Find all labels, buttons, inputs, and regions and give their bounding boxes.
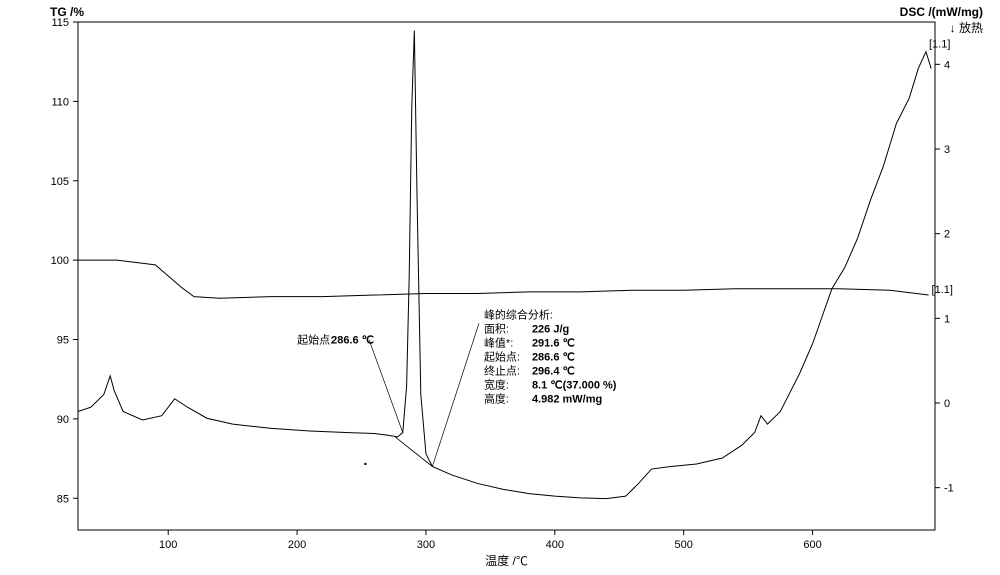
yl-tick-label: 110 — [51, 96, 69, 108]
analysis-row-label: 起始点: — [484, 349, 520, 363]
x-axis-title: 温度 /℃ — [485, 553, 528, 568]
yl-tick-label: 100 — [51, 255, 69, 267]
analysis-header: 峰的综合分析: — [484, 307, 553, 321]
tg-marker: [1.1] — [932, 284, 953, 296]
x-tick-label: 400 — [546, 539, 564, 551]
analysis-row-label: 宽度: — [484, 377, 509, 391]
left-axis-title: TG /% — [50, 5, 84, 19]
tg-line — [78, 260, 929, 298]
yr-tick-label: 2 — [944, 229, 950, 241]
analysis-row-value: 226 J/g — [532, 323, 569, 335]
yl-tick-label: 90 — [57, 414, 69, 426]
analysis-row-label: 终止点: — [484, 363, 520, 377]
analysis-row-value: 4.982 mW/mg — [532, 393, 602, 405]
dsc-marker: [1.1] — [929, 39, 950, 51]
onset-value: 286.6 ℃ — [331, 335, 374, 347]
onset-label: 起始点: — [297, 333, 333, 347]
x-tick-label: 500 — [675, 539, 693, 551]
analysis-row-value: 296.4 ℃ — [532, 365, 575, 377]
analysis-row-value: 286.6 ℃ — [532, 351, 575, 363]
analysis-row-value: 291.6 ℃ — [532, 337, 575, 349]
analysis-row-label: 面积: — [484, 322, 509, 335]
right-axis-subtitle: ↓ 放热 — [950, 20, 983, 35]
yr-tick-label: -1 — [944, 483, 954, 495]
peak-baseline — [395, 437, 432, 467]
yr-tick-label: 0 — [944, 398, 950, 410]
x-tick-label: 300 — [417, 539, 435, 551]
onset-leader — [369, 340, 403, 433]
chart-svg: 100200300400500600温度 /℃85909510010511011… — [0, 0, 1000, 575]
right-axis-title: DSC /(mW/mg) — [900, 5, 983, 19]
yr-tick-label: 1 — [944, 313, 950, 325]
x-tick-label: 100 — [159, 539, 177, 551]
yl-tick-label: 105 — [51, 176, 69, 188]
analysis-row-label: 峰值*: — [484, 336, 513, 349]
yl-tick-label: 85 — [57, 493, 69, 505]
plot-border — [78, 22, 935, 530]
tg-dsc-chart: 100200300400500600温度 /℃85909510010511011… — [0, 0, 1000, 575]
x-tick-label: 200 — [288, 539, 306, 551]
yr-tick-label: 3 — [944, 144, 950, 156]
dot-marker — [364, 463, 366, 465]
analysis-row-value: 8.1 ℃(37.000 %) — [532, 379, 617, 391]
yl-tick-label: 95 — [57, 335, 69, 347]
analysis-row-label: 高度: — [484, 391, 509, 405]
dsc-line — [78, 30, 931, 498]
yr-tick-label: 4 — [944, 59, 950, 71]
analysis-leader — [432, 323, 479, 466]
x-tick-label: 600 — [803, 539, 821, 551]
